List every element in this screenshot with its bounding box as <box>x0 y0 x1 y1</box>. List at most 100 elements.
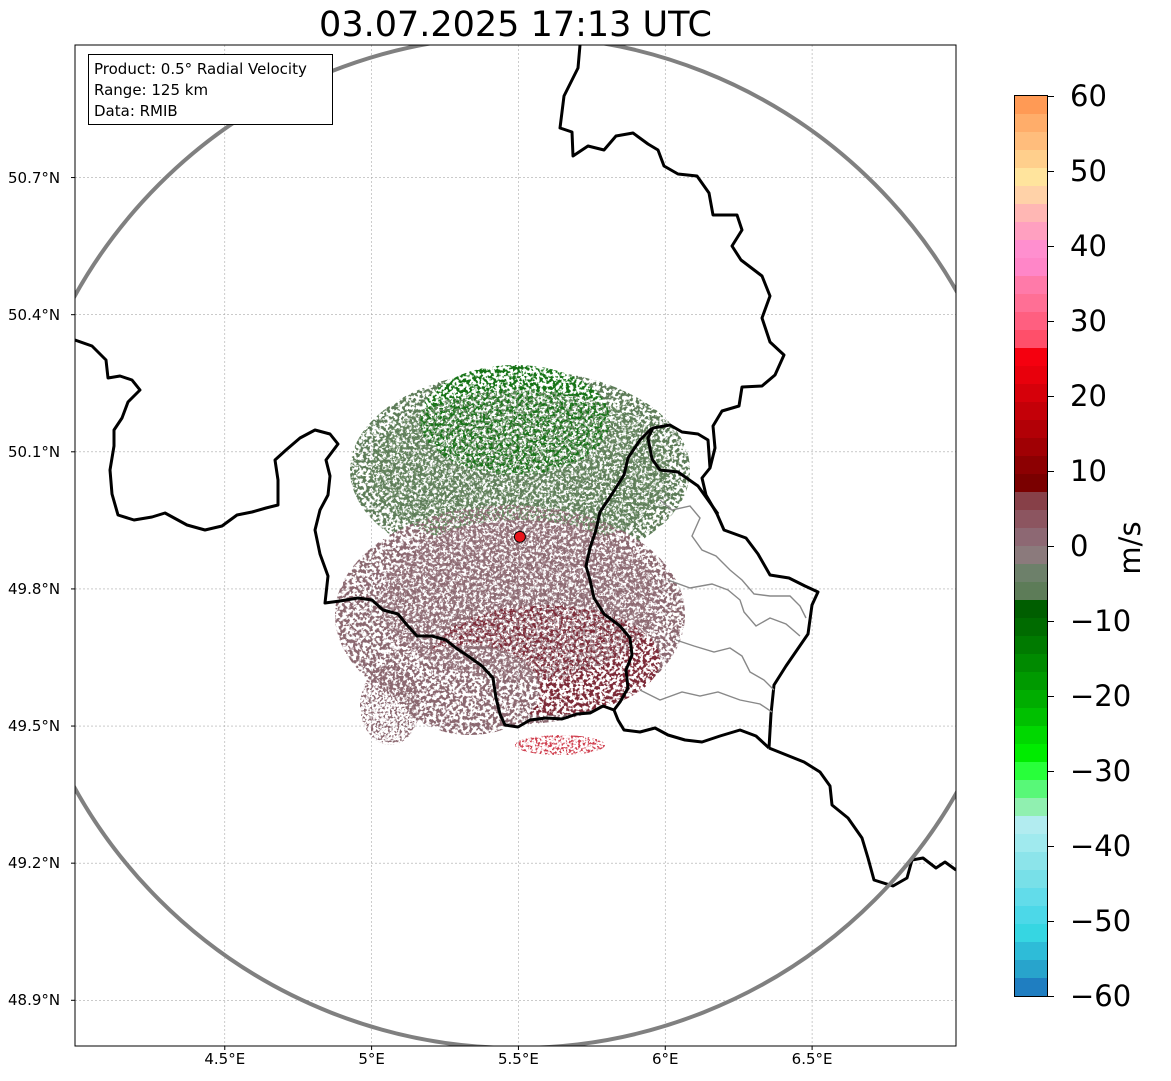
colorbar-tick-label: −40 <box>1070 829 1132 863</box>
country-borders <box>75 45 956 888</box>
colorbar-segment <box>1015 150 1047 168</box>
colorbar-segment <box>1015 906 1047 924</box>
radar-echo-field <box>335 365 690 755</box>
colorbar-tick-label: 40 <box>1070 229 1107 263</box>
colorbar-segment <box>1015 960 1047 978</box>
colorbar-tick <box>1048 246 1054 247</box>
colorbar-segment <box>1015 474 1047 492</box>
colorbar-segment <box>1015 258 1047 276</box>
colorbar-segment <box>1015 222 1047 240</box>
colorbar-tick <box>1048 621 1054 622</box>
colorbar-tick <box>1048 846 1054 847</box>
colorbar-tick <box>1048 546 1054 547</box>
colorbar-tick <box>1048 921 1054 922</box>
colorbar-segment <box>1015 294 1047 312</box>
product-info-box: Product: 0.5° Radial Velocity Range: 125… <box>88 54 333 125</box>
lon-tick-label: 5°E <box>358 1050 385 1068</box>
colorbar-segment <box>1015 744 1047 762</box>
colorbar-segment <box>1015 762 1047 780</box>
map-title: 03.07.2025 17:13 UTC <box>319 5 712 45</box>
colorbar-segment <box>1015 546 1047 564</box>
colorbar-tick <box>1048 771 1054 772</box>
colorbar-segment <box>1015 672 1047 690</box>
colorbar-tick-label: 30 <box>1070 304 1107 338</box>
colorbar-tick-label: −20 <box>1070 679 1132 713</box>
colorbar-segment <box>1015 834 1047 852</box>
colorbar-tick-label: −10 <box>1070 604 1132 638</box>
map-frame <box>74 44 957 1047</box>
colorbar-segment <box>1015 492 1047 510</box>
colorbar-segment <box>1015 636 1047 654</box>
colorbar-segment <box>1015 312 1047 330</box>
colorbar-tick <box>1048 471 1054 472</box>
colorbar-segment <box>1015 870 1047 888</box>
colorbar-segment <box>1015 114 1047 132</box>
colorbar-segment <box>1015 726 1047 744</box>
colorbar-segment <box>1015 816 1047 834</box>
colorbar-segment <box>1015 888 1047 906</box>
colorbar-segment <box>1015 528 1047 546</box>
radar-site-marker <box>513 530 526 543</box>
colorbar-segment <box>1015 240 1047 258</box>
colorbar-unit: m/s <box>1113 521 1147 575</box>
colorbar-segment <box>1015 366 1047 384</box>
colorbar-segment <box>1015 654 1047 672</box>
colorbar-tick <box>1048 696 1054 697</box>
colorbar-segment <box>1015 852 1047 870</box>
colorbar-segment <box>1015 600 1047 618</box>
data-source-label: Data: RMIB <box>94 102 178 120</box>
colorbar-segment <box>1015 168 1047 186</box>
colorbar-segment <box>1015 618 1047 636</box>
colorbar-tick <box>1048 996 1054 997</box>
lat-tick-label: 49.8°N <box>8 579 61 598</box>
colorbar-segment <box>1015 276 1047 294</box>
velocity-colorbar <box>1014 95 1048 997</box>
colorbar-segment <box>1015 186 1047 204</box>
colorbar-segment <box>1015 978 1047 996</box>
lat-tick-label: 50.4°N <box>8 305 61 324</box>
colorbar-segment <box>1015 780 1047 798</box>
colorbar-segment <box>1015 456 1047 474</box>
colorbar-segment <box>1015 330 1047 348</box>
colorbar-segment <box>1015 510 1047 528</box>
colorbar-segment <box>1015 96 1047 114</box>
colorbar-segment <box>1015 564 1047 582</box>
colorbar-tick-label: −30 <box>1070 754 1132 788</box>
colorbar-segment <box>1015 420 1047 438</box>
lat-tick-label: 48.9°N <box>8 991 61 1010</box>
colorbar-segment <box>1015 942 1047 960</box>
colorbar-segment <box>1015 204 1047 222</box>
product-label: Product: 0.5° Radial Velocity <box>94 60 307 78</box>
colorbar-tick-label: 10 <box>1070 454 1107 488</box>
colorbar-segment <box>1015 132 1047 150</box>
colorbar-segment <box>1015 348 1047 366</box>
lon-tick-label: 6.5°E <box>791 1050 833 1068</box>
lat-tick-label: 50.7°N <box>8 168 61 187</box>
colorbar-tick-label: −50 <box>1070 904 1132 938</box>
colorbar-tick-label: 50 <box>1070 154 1107 188</box>
colorbar-tick-label: 20 <box>1070 379 1107 413</box>
colorbar-tick <box>1048 321 1054 322</box>
lon-tick-label: 4.5°E <box>204 1050 246 1068</box>
lon-tick-label: 5.5°E <box>498 1050 539 1068</box>
lat-tick-label: 49.2°N <box>8 854 61 873</box>
colorbar-segment <box>1015 582 1047 600</box>
colorbar-segment <box>1015 924 1047 942</box>
colorbar-tick <box>1048 171 1054 172</box>
colorbar-segment <box>1015 402 1047 420</box>
colorbar-tick-label: −60 <box>1070 979 1132 1013</box>
range-label: Range: 125 km <box>94 81 209 99</box>
lon-tick-label: 6°E <box>652 1050 679 1068</box>
colorbar-segment <box>1015 384 1047 402</box>
colorbar-segment <box>1015 798 1047 816</box>
colorbar-tick-label: 0 <box>1070 529 1089 563</box>
colorbar-segment <box>1015 708 1047 726</box>
colorbar-tick <box>1048 396 1054 397</box>
colorbar-tick-label: 60 <box>1070 79 1107 113</box>
axis-ticks <box>71 177 813 1050</box>
colorbar-segment <box>1015 438 1047 456</box>
colorbar-segment <box>1015 690 1047 708</box>
lat-tick-label: 50.1°N <box>8 442 61 461</box>
region-borders <box>639 499 807 713</box>
